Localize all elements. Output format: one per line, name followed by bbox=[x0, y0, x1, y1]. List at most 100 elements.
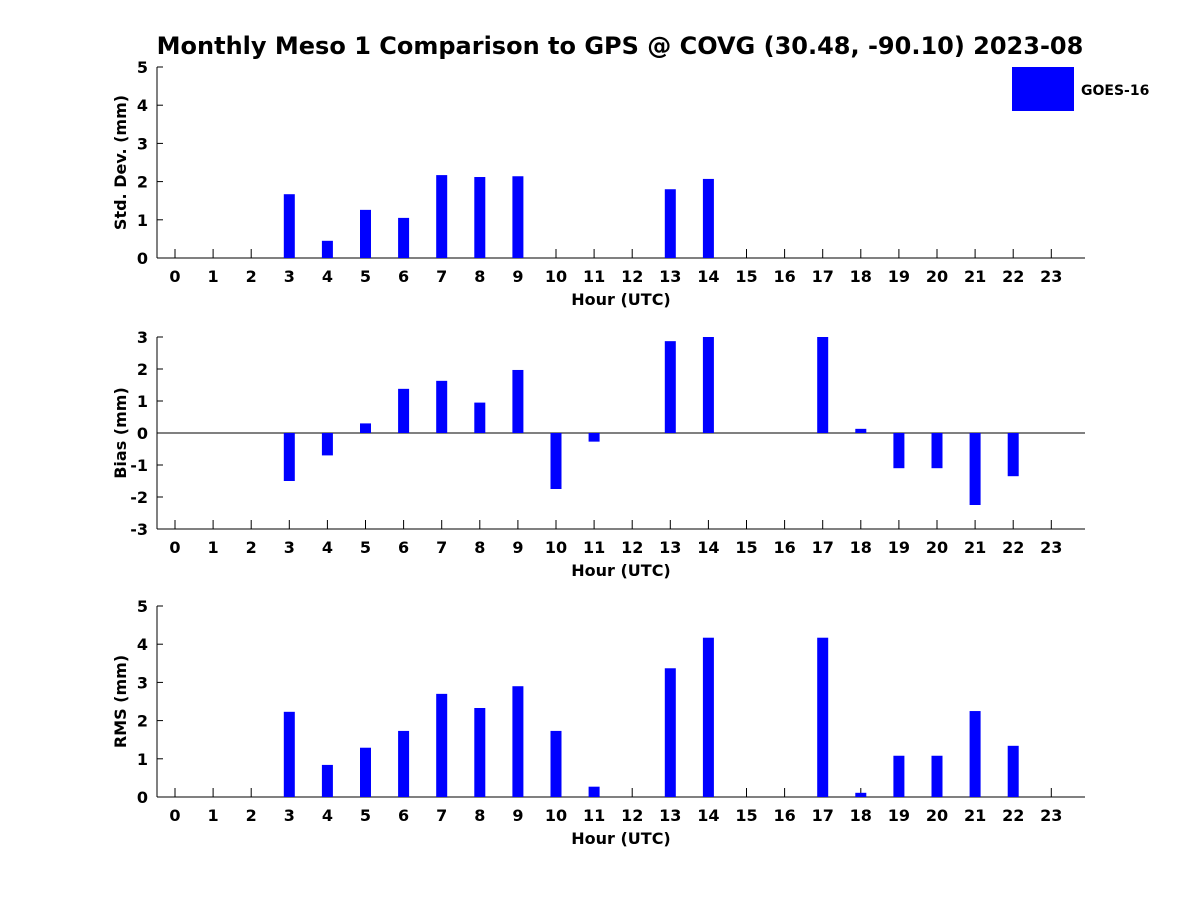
y-tick-label: 3 bbox=[137, 134, 148, 153]
bar-hour-13 bbox=[664, 341, 676, 433]
x-tick-label: 5 bbox=[360, 267, 371, 286]
x-tick-label: 20 bbox=[926, 806, 948, 825]
x-tick-label: 20 bbox=[926, 538, 948, 557]
x-tick-label: 10 bbox=[545, 267, 567, 286]
x-tick-label: 8 bbox=[474, 267, 485, 286]
x-tick-label: 1 bbox=[208, 267, 219, 286]
y-tick-label: 4 bbox=[137, 96, 148, 115]
x-tick-label: 23 bbox=[1040, 806, 1062, 825]
y-tick-label: 3 bbox=[137, 673, 148, 692]
x-axis-label: Hour (UTC) bbox=[571, 829, 671, 848]
x-tick-label: 22 bbox=[1002, 267, 1024, 286]
bar-hour-21 bbox=[969, 433, 981, 505]
bar-hour-11 bbox=[588, 786, 600, 797]
bar-hour-14 bbox=[702, 337, 714, 433]
x-tick-label: 13 bbox=[659, 267, 681, 286]
x-tick-label: 3 bbox=[284, 806, 295, 825]
x-tick-label: 15 bbox=[735, 806, 757, 825]
bar-hour-4 bbox=[321, 433, 333, 456]
bar-hour-6 bbox=[398, 217, 410, 258]
y-axis-label: Std. Dev. (mm) bbox=[111, 95, 130, 230]
bar-hour-8 bbox=[474, 177, 486, 258]
bar-hour-9 bbox=[512, 176, 524, 258]
x-tick-label: 6 bbox=[398, 267, 409, 286]
x-tick-label: 12 bbox=[621, 806, 643, 825]
x-tick-label: 11 bbox=[583, 538, 605, 557]
x-tick-label: 14 bbox=[697, 806, 719, 825]
legend-label: GOES-16 bbox=[1081, 83, 1149, 99]
x-tick-label: 21 bbox=[964, 267, 986, 286]
bar-hour-8 bbox=[474, 707, 486, 797]
x-tick-label: 23 bbox=[1040, 538, 1062, 557]
bar-hour-19 bbox=[893, 433, 905, 469]
y-tick-label: 0 bbox=[137, 249, 148, 268]
x-tick-label: 9 bbox=[512, 538, 523, 557]
bar-hour-6 bbox=[398, 730, 410, 797]
x-tick-label: 18 bbox=[850, 806, 872, 825]
x-tick-label: 4 bbox=[322, 538, 333, 557]
chart-title: Monthly Meso 1 Comparison to GPS @ COVG … bbox=[157, 32, 1084, 60]
y-tick-label: 2 bbox=[137, 712, 148, 731]
x-tick-label: 2 bbox=[246, 806, 257, 825]
x-tick-label: 10 bbox=[545, 806, 567, 825]
x-tick-label: 12 bbox=[621, 538, 643, 557]
x-tick-label: 2 bbox=[246, 538, 257, 557]
bar-hour-9 bbox=[512, 369, 524, 433]
bar-hour-7 bbox=[436, 380, 448, 433]
y-tick-label: 0 bbox=[137, 788, 148, 807]
x-tick-label: 0 bbox=[169, 538, 180, 557]
legend-swatch bbox=[1012, 67, 1074, 111]
bar-hour-4 bbox=[321, 764, 333, 797]
x-tick-label: 21 bbox=[964, 806, 986, 825]
y-axis-label: Bias (mm) bbox=[111, 387, 130, 479]
bar-hour-3 bbox=[283, 194, 295, 258]
y-tick-label: 3 bbox=[137, 328, 148, 347]
y-tick-label: 5 bbox=[137, 58, 148, 77]
x-tick-label: 15 bbox=[735, 538, 757, 557]
x-tick-label: 19 bbox=[888, 806, 910, 825]
x-tick-label: 11 bbox=[583, 267, 605, 286]
bar-hour-7 bbox=[436, 175, 448, 258]
y-tick-label: 2 bbox=[137, 173, 148, 192]
bar-hour-5 bbox=[360, 747, 371, 797]
x-tick-label: 1 bbox=[208, 538, 219, 557]
x-tick-label: 1 bbox=[208, 806, 219, 825]
x-tick-label: 9 bbox=[512, 806, 523, 825]
x-tick-label: 14 bbox=[697, 267, 719, 286]
bar-hour-22 bbox=[1007, 745, 1019, 797]
x-tick-label: 12 bbox=[621, 267, 643, 286]
bar-hour-7 bbox=[436, 693, 448, 797]
x-tick-label: 0 bbox=[169, 806, 180, 825]
x-tick-label: 9 bbox=[512, 267, 523, 286]
y-tick-label: 4 bbox=[137, 635, 148, 654]
y-tick-label: 1 bbox=[137, 750, 148, 769]
x-tick-label: 22 bbox=[1002, 806, 1024, 825]
bar-hour-8 bbox=[474, 402, 486, 433]
bar-hour-17 bbox=[817, 637, 829, 797]
bar-hour-20 bbox=[931, 433, 943, 469]
x-tick-label: 3 bbox=[284, 538, 295, 557]
x-tick-label: 16 bbox=[773, 538, 795, 557]
y-tick-label: -1 bbox=[130, 456, 148, 475]
y-tick-label: 5 bbox=[137, 597, 148, 616]
x-tick-label: 22 bbox=[1002, 538, 1024, 557]
bar-hour-3 bbox=[283, 433, 295, 481]
x-tick-label: 7 bbox=[436, 806, 447, 825]
x-tick-label: 10 bbox=[545, 538, 567, 557]
bar-hour-10 bbox=[550, 730, 562, 797]
x-tick-label: 4 bbox=[322, 267, 333, 286]
bar-hour-21 bbox=[969, 711, 981, 797]
x-tick-label: 18 bbox=[850, 267, 872, 286]
bar-hour-3 bbox=[283, 711, 295, 797]
x-tick-label: 7 bbox=[436, 538, 447, 557]
x-tick-label: 19 bbox=[888, 538, 910, 557]
x-tick-label: 0 bbox=[169, 267, 180, 286]
x-tick-label: 16 bbox=[773, 806, 795, 825]
bar-hour-20 bbox=[931, 755, 943, 797]
bar-hour-9 bbox=[512, 686, 524, 797]
x-tick-label: 7 bbox=[436, 267, 447, 286]
y-tick-label: 1 bbox=[137, 392, 148, 411]
